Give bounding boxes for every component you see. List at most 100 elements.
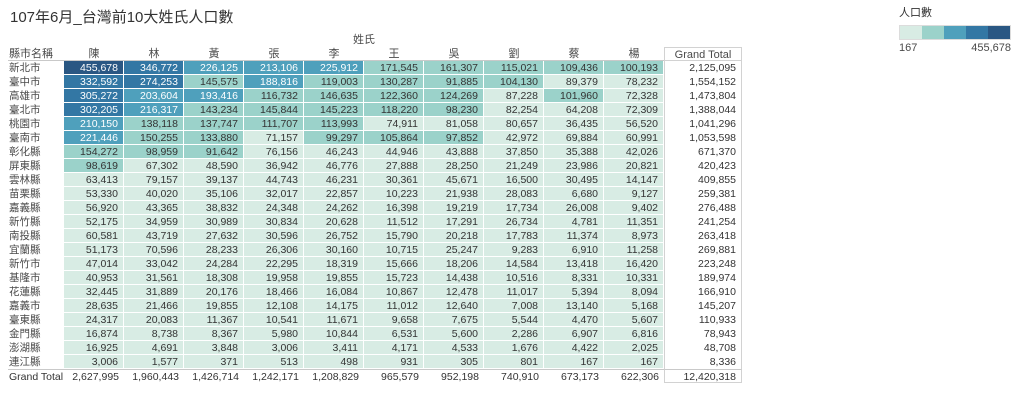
row-label[interactable]: 苗栗縣 <box>9 188 41 200</box>
value-cell[interactable]: 4,171 <box>364 341 424 355</box>
value-cell[interactable]: 104,130 <box>484 75 544 89</box>
value-cell[interactable]: 98,619 <box>64 159 124 173</box>
row-label[interactable]: 金門縣 <box>9 328 41 340</box>
value-cell[interactable]: 10,844 <box>304 327 364 341</box>
value-cell[interactable]: 6,907 <box>544 327 604 341</box>
value-cell[interactable]: 10,867 <box>364 285 424 299</box>
value-cell[interactable]: 36,435 <box>544 117 604 131</box>
column-total-cell[interactable]: 952,198 <box>424 369 484 383</box>
value-cell[interactable]: 1,676 <box>484 341 544 355</box>
value-cell[interactable]: 22,295 <box>244 257 304 271</box>
value-cell[interactable]: 8,094 <box>604 285 664 299</box>
value-cell[interactable]: 11,512 <box>364 215 424 229</box>
value-cell[interactable]: 30,160 <box>304 243 364 257</box>
value-cell[interactable]: 4,470 <box>544 313 604 327</box>
row-total-cell[interactable]: 166,910 <box>664 285 742 299</box>
value-cell[interactable]: 43,719 <box>124 229 184 243</box>
row-total-cell[interactable]: 1,388,044 <box>664 103 742 117</box>
value-cell[interactable]: 7,675 <box>424 313 484 327</box>
column-header[interactable]: 蔡 <box>544 47 604 61</box>
value-cell[interactable]: 24,284 <box>184 257 244 271</box>
column-header[interactable]: 楊 <box>604 47 664 61</box>
value-cell[interactable]: 143,234 <box>184 103 244 117</box>
value-cell[interactable]: 193,416 <box>184 89 244 103</box>
value-cell[interactable]: 46,243 <box>304 145 364 159</box>
value-cell[interactable]: 99,297 <box>304 131 364 145</box>
column-header[interactable]: 李 <box>304 47 364 61</box>
value-cell[interactable]: 118,220 <box>364 103 424 117</box>
row-total-cell[interactable]: 223,248 <box>664 257 742 271</box>
value-cell[interactable]: 27,632 <box>184 229 244 243</box>
value-cell[interactable]: 8,973 <box>604 229 664 243</box>
row-total-cell[interactable]: 48,708 <box>664 341 742 355</box>
value-cell[interactable]: 79,157 <box>124 173 184 187</box>
column-total-cell[interactable]: 622,306 <box>604 369 664 383</box>
value-cell[interactable]: 24,317 <box>64 313 124 327</box>
value-cell[interactable]: 19,958 <box>244 271 304 285</box>
value-cell[interactable]: 19,219 <box>424 201 484 215</box>
value-cell[interactable]: 2,286 <box>484 327 544 341</box>
value-cell[interactable]: 70,596 <box>124 243 184 257</box>
value-cell[interactable]: 32,445 <box>64 285 124 299</box>
value-cell[interactable]: 161,307 <box>424 61 484 75</box>
value-cell[interactable]: 167 <box>544 355 604 369</box>
value-cell[interactable]: 302,205 <box>64 103 124 117</box>
value-cell[interactable]: 18,319 <box>304 257 364 271</box>
row-label[interactable]: 高雄市 <box>9 90 41 102</box>
column-header[interactable]: 張 <box>244 47 304 61</box>
row-label[interactable]: 花蓮縣 <box>9 286 41 298</box>
value-cell[interactable]: 56,920 <box>64 201 124 215</box>
row-total-cell[interactable]: 145,207 <box>664 299 742 313</box>
value-cell[interactable]: 10,715 <box>364 243 424 257</box>
row-label[interactable]: 臺南市 <box>9 132 41 144</box>
row-label[interactable]: 新竹縣 <box>9 216 41 228</box>
value-cell[interactable]: 40,953 <box>64 271 124 285</box>
value-cell[interactable]: 2,025 <box>604 341 664 355</box>
value-cell[interactable]: 82,254 <box>484 103 544 117</box>
column-total-cell[interactable]: 965,579 <box>364 369 424 383</box>
value-cell[interactable]: 274,253 <box>124 75 184 89</box>
value-cell[interactable]: 22,857 <box>304 187 364 201</box>
value-cell[interactable]: 10,516 <box>484 271 544 285</box>
value-cell[interactable]: 3,848 <box>184 341 244 355</box>
column-header[interactable]: 黃 <box>184 47 244 61</box>
value-cell[interactable]: 30,361 <box>364 173 424 187</box>
row-label[interactable]: 雲林縣 <box>9 174 41 186</box>
value-cell[interactable]: 11,351 <box>604 215 664 229</box>
value-cell[interactable]: 42,972 <box>484 131 544 145</box>
value-cell[interactable]: 221,446 <box>64 131 124 145</box>
row-total-cell[interactable]: 2,125,095 <box>664 61 742 75</box>
value-cell[interactable]: 21,466 <box>124 299 184 313</box>
row-total-cell[interactable]: 269,881 <box>664 243 742 257</box>
legend-color-ramp[interactable] <box>899 25 1011 40</box>
value-cell[interactable]: 12,478 <box>424 285 484 299</box>
value-cell[interactable]: 31,889 <box>124 285 184 299</box>
row-total-cell[interactable]: 189,974 <box>664 271 742 285</box>
value-cell[interactable]: 21,249 <box>484 159 544 173</box>
value-cell[interactable]: 6,531 <box>364 327 424 341</box>
value-cell[interactable]: 20,628 <box>304 215 364 229</box>
value-cell[interactable]: 16,925 <box>64 341 124 355</box>
value-cell[interactable]: 60,991 <box>604 131 664 145</box>
value-cell[interactable]: 167 <box>604 355 664 369</box>
value-cell[interactable]: 332,592 <box>64 75 124 89</box>
row-label[interactable]: 宜蘭縣 <box>9 244 41 256</box>
row-total-cell[interactable]: 409,855 <box>664 173 742 187</box>
value-cell[interactable]: 30,834 <box>244 215 304 229</box>
row-label[interactable]: 屏東縣 <box>9 160 41 172</box>
value-cell[interactable]: 11,258 <box>604 243 664 257</box>
value-cell[interactable]: 32,017 <box>244 187 304 201</box>
value-cell[interactable]: 115,021 <box>484 61 544 75</box>
value-cell[interactable]: 13,418 <box>544 257 604 271</box>
value-cell[interactable]: 9,402 <box>604 201 664 215</box>
row-total-cell[interactable]: 78,943 <box>664 327 742 341</box>
value-cell[interactable]: 10,541 <box>244 313 304 327</box>
column-header[interactable]: 王 <box>364 47 424 61</box>
value-cell[interactable]: 18,308 <box>184 271 244 285</box>
value-cell[interactable]: 5,607 <box>604 313 664 327</box>
value-cell[interactable]: 26,306 <box>244 243 304 257</box>
value-cell[interactable]: 801 <box>484 355 544 369</box>
column-total-cell[interactable]: 1,208,829 <box>304 369 364 383</box>
value-cell[interactable]: 116,732 <box>244 89 304 103</box>
value-cell[interactable]: 16,874 <box>64 327 124 341</box>
